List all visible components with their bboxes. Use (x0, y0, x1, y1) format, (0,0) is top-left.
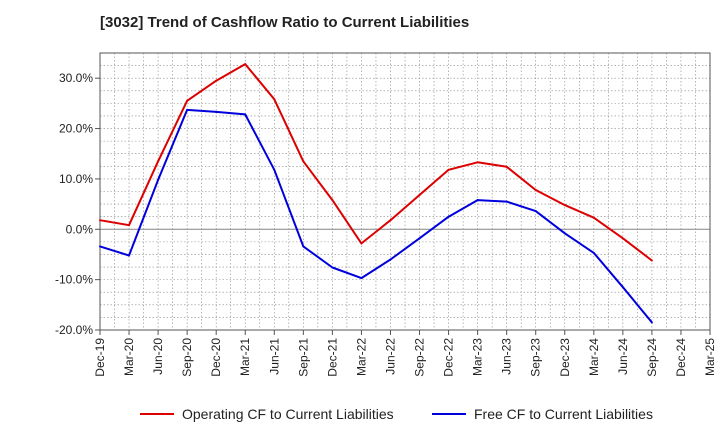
data-point-free-cf (186, 108, 189, 111)
data-point-operating-cf (389, 219, 392, 222)
data-point-operating-cf (505, 165, 508, 168)
data-point-free-cf (244, 113, 247, 116)
data-point-operating-cf (418, 194, 421, 197)
data-point-free-cf (360, 277, 363, 280)
x-tick-label: Sep-20 (180, 338, 194, 377)
data-point-operating-cf (592, 216, 595, 219)
x-tick-label: Jun-20 (151, 338, 165, 375)
data-point-free-cf (592, 251, 595, 254)
x-tick-label: Dec-20 (209, 338, 223, 377)
data-point-operating-cf (128, 224, 131, 227)
data-point-operating-cf (447, 168, 450, 171)
data-point-operating-cf (215, 79, 218, 82)
data-point-operating-cf (244, 63, 247, 66)
data-point-operating-cf (157, 160, 160, 163)
legend-swatch-operating-cf (140, 413, 174, 415)
chart-legend: Operating CF to Current Liabilities Free… (0, 403, 720, 425)
data-point-free-cf (331, 266, 334, 269)
x-tick-label: Mar-22 (354, 338, 368, 376)
data-point-free-cf (505, 200, 508, 203)
data-point-operating-cf (621, 237, 624, 240)
x-tick-label: Sep-24 (645, 338, 659, 377)
data-point-free-cf (128, 254, 131, 257)
x-tick-label: Dec-19 (93, 338, 107, 377)
data-point-free-cf (650, 321, 653, 324)
data-point-free-cf (563, 232, 566, 235)
x-tick-label: Dec-22 (442, 338, 456, 377)
data-point-operating-cf (534, 188, 537, 191)
series-line-free-cf (99, 108, 653, 324)
data-point-operating-cf (273, 98, 276, 101)
data-point-free-cf (621, 286, 624, 289)
data-point-free-cf (447, 215, 450, 218)
legend-label-free-cf: Free CF to Current Liabilities (474, 406, 653, 422)
x-tick-label: Jun-22 (383, 338, 397, 375)
x-tick-label: Dec-21 (325, 338, 339, 377)
y-tick-label: 0.0% (66, 222, 94, 236)
data-point-free-cf (302, 245, 305, 248)
data-point-free-cf (215, 110, 218, 113)
data-point-operating-cf (331, 199, 334, 202)
x-tick-label: Jun-23 (500, 338, 514, 375)
data-point-operating-cf (99, 219, 101, 222)
x-tick-label: Dec-23 (558, 338, 572, 377)
legend-swatch-free-cf (432, 413, 466, 415)
data-point-free-cf (273, 168, 276, 171)
x-tick-label: Sep-22 (413, 338, 427, 377)
x-tick-label: Mar-24 (587, 338, 601, 376)
x-tick-label: Sep-21 (296, 338, 310, 377)
data-point-free-cf (99, 245, 101, 248)
legend-label-operating-cf: Operating CF to Current Liabilities (182, 406, 394, 422)
legend-item-operating-cf: Operating CF to Current Liabilities (140, 403, 394, 425)
series-line-operating-cf (99, 63, 653, 262)
x-tick-label: Dec-24 (674, 338, 688, 377)
data-point-free-cf (534, 210, 537, 213)
data-point-free-cf (157, 178, 160, 181)
y-tick-label: 20.0% (59, 122, 93, 136)
x-tick-label: Jun-24 (616, 338, 630, 375)
x-tick-label: Mar-23 (471, 338, 485, 376)
y-tick-label: -10.0% (55, 273, 93, 287)
x-tick-label: Mar-25 (703, 338, 717, 376)
y-tick-label: 30.0% (59, 71, 93, 85)
y-tick-label: 10.0% (59, 172, 93, 186)
chart-title: [3032] Trend of Cashflow Ratio to Curren… (100, 14, 470, 31)
data-point-operating-cf (650, 259, 653, 262)
data-point-free-cf (476, 199, 479, 202)
x-tick-label: Jun-21 (267, 338, 281, 375)
legend-item-free-cf: Free CF to Current Liabilities (432, 403, 653, 425)
x-tick-label: Sep-23 (529, 338, 543, 377)
data-point-free-cf (389, 258, 392, 261)
x-tick-label: Mar-20 (122, 338, 136, 376)
x-tick-label: Mar-21 (238, 338, 252, 376)
data-point-operating-cf (476, 161, 479, 164)
plot-frame (99, 52, 711, 331)
data-point-operating-cf (186, 99, 189, 102)
data-point-operating-cf (360, 242, 363, 245)
y-tick-label: -20.0% (55, 323, 93, 337)
data-point-operating-cf (563, 204, 566, 207)
data-point-free-cf (418, 237, 421, 240)
data-point-operating-cf (302, 160, 305, 163)
